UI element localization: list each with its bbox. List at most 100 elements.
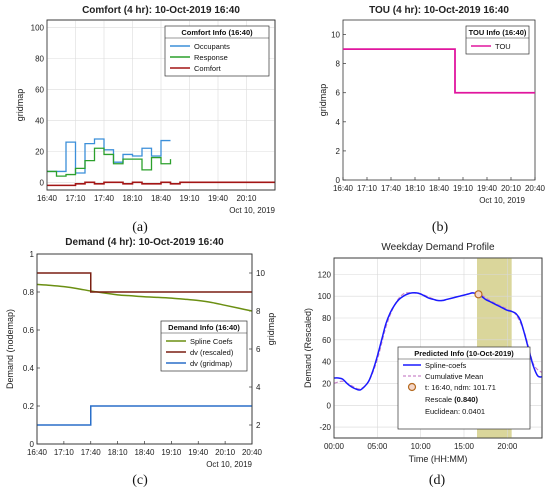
panel-c-date-label: Oct 10, 2019 [206, 460, 252, 469]
panel-d-xtick-1: 05:00 [367, 442, 388, 451]
panel-a-xtick-1: 17:10 [65, 194, 86, 203]
panel-a-xtick-2: 17:40 [94, 194, 115, 203]
panel-a-ytick-5: 100 [31, 24, 45, 33]
panel-c-xtick-4: 18:40 [134, 448, 155, 457]
panel-a: 0 20 40 60 80 100 16:40 17:10 17:40 18:10 18:40 19:… [15, 5, 276, 235]
panel-a-caption: (a) [132, 220, 148, 235]
panel-b-series-tou [343, 48, 535, 94]
panel-a-xtick-4: 18:40 [151, 194, 172, 203]
panel-c-xtick-8: 20:40 [242, 448, 263, 457]
panel-b-ytick-1: 2 [336, 147, 341, 156]
panel-d-frame [333, 257, 543, 439]
panel-b-caption: (b) [432, 220, 449, 235]
panel-c-xtick-0: 16:40 [27, 448, 48, 457]
panel-b-xtick-7: 20:10 [501, 184, 522, 193]
panel-c-xtick-1: 17:10 [54, 448, 75, 457]
panel-c-xtick-6: 19:40 [188, 448, 209, 457]
panel-d-legend-title: Predicted Info (10-Oct-2019) [414, 349, 514, 358]
panel-b-xtick-2: 17:40 [381, 184, 402, 193]
panel-d-caption: (d) [429, 473, 446, 488]
panel-d-legend-rescale-line: Rescale (0.840) [425, 395, 478, 404]
panel-b-legend-label-0: TOU [495, 42, 511, 51]
panel-d-xtick-3: 15:00 [454, 442, 475, 451]
panel-c: 0 0.2 0.4 0.6 0.8 1 2 4 6 8 10 16:40 17:10 17:40 18:10… [5, 237, 276, 488]
panel-c-ytick-2: 0.4 [23, 364, 35, 373]
panel-b-xtick-0: 16:40 [333, 184, 354, 193]
panel-c-y2tick-3: 8 [256, 307, 261, 316]
panel-c-ytick-1: 0.2 [23, 402, 35, 411]
panel-b-xtick-1: 17:10 [357, 184, 378, 193]
panel-d: -20 0 20 40 60 80 100 120 00:00 05:00 10:00 15:00 20… [303, 242, 543, 488]
panel-d-xlabel: Time (HH:MM) [409, 454, 468, 464]
panel-c-legend-title: Demand Info (16:40) [168, 323, 240, 332]
panel-a-title: Comfort (4 hr): 10-Oct-2019 16:40 [82, 5, 240, 16]
panel-a-ytick-2: 40 [35, 116, 44, 125]
panel-b: 0 2 4 6 8 10 16:40 17:10 17:40 18:10 18:40 19:10 19:… [318, 5, 546, 235]
panel-d-legend-t-line: t: 16:40, ndm: 101.71 [425, 383, 496, 392]
panel-c-series-2 [37, 405, 252, 426]
panel-d-legend-label-1: Cumulative Mean [425, 372, 483, 381]
panel-c-series-0 [36, 283, 253, 312]
panel-c-xtick-5: 19:10 [161, 448, 182, 457]
panel-a-series-occupants [47, 138, 171, 174]
panel-d-current-point-marker [474, 290, 483, 299]
panel-c-y2label: gridmap [266, 313, 276, 346]
panel-c-legend-label-0: Spline Coefs [190, 337, 233, 346]
panel-b-legend-title: TOU Info (16:40) [469, 28, 527, 37]
panel-d-ytick-6: 100 [318, 292, 332, 301]
panel-a-xtick-7: 20:10 [236, 194, 257, 203]
panel-b-xtick-4: 18:40 [429, 184, 450, 193]
panel-d-legend-euclidean: Euclidean: 0.0401 [425, 407, 485, 416]
panel-c-xtick-3: 18:10 [108, 448, 129, 457]
panel-b-ytick-3: 6 [336, 89, 341, 98]
panel-b-legend-box [465, 25, 530, 55]
panel-d-ytick-3: 40 [322, 358, 331, 367]
panel-a-ytick-4: 80 [35, 55, 44, 64]
panel-c-ytick-0: 0 [30, 440, 35, 449]
panel-d-legend-label-0: Spline-coefs [425, 361, 467, 370]
panel-d-ytick-0: -20 [319, 423, 331, 432]
panel-a-legend-label-0: Occupants [194, 42, 230, 51]
panel-d-series-spline-coefs [333, 292, 543, 391]
panel-a-xtick-3: 18:10 [122, 194, 143, 203]
panel-d-xtick-2: 10:00 [411, 442, 432, 451]
panel-c-y2tick-4: 10 [256, 269, 265, 278]
panel-d-xtick-0: 00:00 [324, 442, 345, 451]
panel-c-xtick-2: 17:40 [81, 448, 102, 457]
panel-a-legend-title: Comfort Info (16:40) [181, 28, 253, 37]
panel-b-ytick-2: 4 [336, 118, 341, 127]
panel-a-ytick-0: 0 [40, 178, 45, 187]
panel-d-ytick-5: 80 [322, 314, 331, 323]
panel-c-y2tick-2: 6 [256, 345, 261, 354]
panel-a-xtick-6: 19:40 [208, 194, 229, 203]
panel-a-legend-label-1: Response [194, 53, 228, 62]
panel-d-ytick-1: 0 [327, 401, 332, 410]
panel-d-ytick-2: 20 [322, 379, 331, 388]
panel-c-ytick-4: 0.8 [23, 288, 35, 297]
panel-b-ylabel: gridmap [318, 84, 328, 117]
panel-c-legend-label-2: dv (gridmap) [190, 359, 233, 368]
panel-d-legend-marker [407, 382, 417, 392]
panel-a-series-comfort [47, 181, 275, 187]
panel-a-xtick-0: 16:40 [37, 194, 58, 203]
panel-c-caption: (c) [132, 473, 148, 488]
panel-d-xtick-4: 20:00 [497, 442, 518, 451]
panel-c-ytick-3: 0.6 [23, 326, 35, 335]
panel-a-date-label: Oct 10, 2019 [229, 206, 275, 215]
panel-b-ytick-5: 10 [331, 31, 340, 40]
panel-a-ylabel: gridmap [15, 89, 25, 122]
panel-d-legend-rescale-value: (0.840) [454, 395, 478, 404]
panel-a-series-response [47, 147, 172, 177]
panel-c-ylabel: Demand (nodemap) [5, 309, 15, 389]
panel-c-y2tick-1: 4 [256, 383, 261, 392]
panel-a-legend-label-2: Comfort [194, 64, 222, 73]
panel-b-date-label: Oct 10, 2019 [479, 196, 525, 205]
panel-d-legend-rescale-prefix: Rescale [425, 395, 454, 404]
panel-c-y2tick-0: 2 [256, 421, 261, 430]
panel-b-ytick-0: 0 [336, 176, 341, 185]
panel-c-xtick-7: 20:10 [215, 448, 236, 457]
panel-c-series-1 [37, 272, 252, 293]
panel-b-xtick-5: 19:10 [453, 184, 474, 193]
panel-c-title: Demand (4 hr): 10-Oct-2019 16:40 [65, 237, 224, 248]
